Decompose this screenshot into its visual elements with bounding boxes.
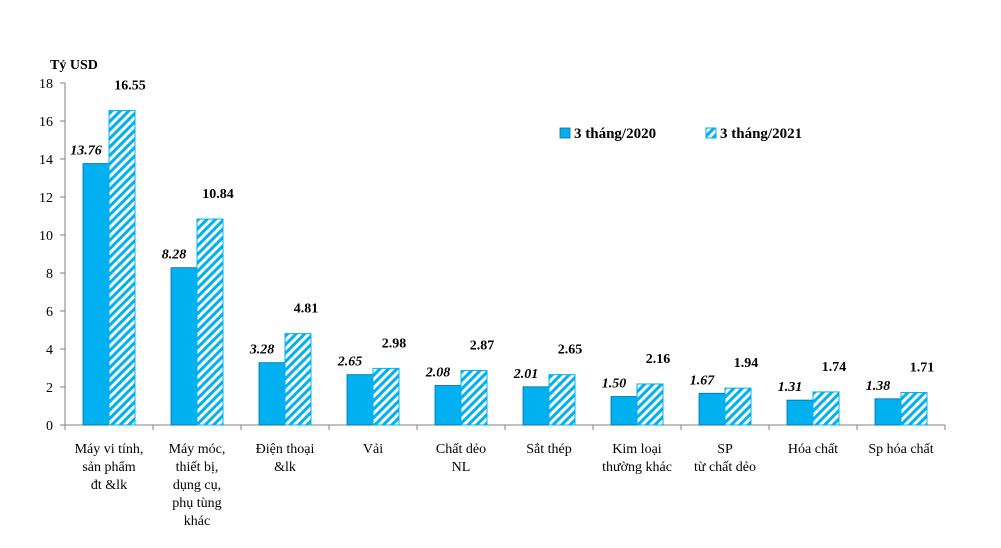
x-tick-label: Sắt thép — [526, 442, 572, 457]
bar-2021 — [548, 374, 576, 426]
bar-2020 — [874, 398, 902, 426]
bar-2021 — [812, 391, 840, 426]
data-label-2020: 13.76 — [70, 144, 102, 159]
data-label-2020: 1.31 — [778, 380, 803, 395]
data-label-2021: 16.55 — [114, 79, 146, 94]
legend-swatch-2021 — [705, 127, 717, 139]
data-label-2020: 1.67 — [690, 373, 716, 388]
legend-label-2021: 3 tháng/2021 — [720, 126, 802, 142]
y-tick-label: 16 — [39, 115, 53, 130]
x-tick-label: Chất dẻo NL — [436, 442, 486, 475]
bar-2020 — [786, 399, 814, 426]
bar-2021 — [900, 392, 928, 426]
y-tick-label: 4 — [46, 343, 53, 358]
data-label-2021: 10.84 — [202, 187, 234, 202]
bar-2021 — [196, 218, 224, 426]
x-tick-label: Máy vi tính, sản phẩm đt &lk — [75, 442, 144, 493]
data-label-2020: 2.01 — [513, 367, 539, 382]
bar-2020 — [522, 386, 550, 426]
y-tick-label: 2 — [46, 381, 53, 396]
data-label-2020: 3.28 — [249, 343, 275, 358]
chart-data-labels: 13.76 16.55 8.28 10.84 3.28 4.81 2.65 2.98 2.08 2… — [70, 79, 934, 396]
bar-2021 — [284, 333, 312, 426]
data-label-2021: 2.16 — [646, 352, 671, 367]
legend-swatch-2020 — [559, 127, 571, 139]
bar-2020 — [82, 163, 110, 426]
y-tick-label: 18 — [39, 77, 53, 92]
bar-2020 — [170, 267, 198, 426]
y-tick-label: 6 — [46, 305, 53, 320]
bar-2021 — [724, 387, 752, 426]
x-tick-label: Sp hóa chất — [868, 442, 933, 457]
x-tick-label: SP từ chất dẻo — [694, 442, 756, 475]
bar-2020 — [258, 362, 286, 426]
bar-2020 — [434, 385, 462, 426]
data-label-2021: 2.87 — [470, 338, 495, 353]
data-label-2021: 2.65 — [558, 343, 583, 358]
data-label-2020: 2.65 — [337, 355, 363, 370]
y-axis-label: Tỷ USD — [50, 58, 98, 73]
chart-bars — [82, 110, 928, 426]
y-tick-label: 14 — [39, 153, 53, 168]
x-tick-label: Vải — [363, 442, 383, 457]
bar-2021 — [372, 367, 400, 426]
data-label-2021: 4.81 — [294, 302, 319, 317]
bar-2021 — [460, 369, 488, 426]
data-label-2020: 2.08 — [425, 365, 451, 380]
y-tick-label: 10 — [39, 229, 53, 244]
bar-2021 — [636, 383, 664, 426]
data-label-2020: 1.38 — [866, 379, 891, 394]
bar-2020 — [698, 392, 726, 426]
chart-axes: 0 2 4 6 8 10 12 14 16 18 Tỷ USD Máy vi tính, sản phẩ… — [39, 58, 946, 529]
y-tick-label: 12 — [39, 191, 53, 206]
y-tick-label: 0 — [46, 419, 53, 434]
x-tick-label: Hóa chất — [788, 442, 838, 457]
x-tick-label: Kim loại thường khác — [602, 442, 672, 475]
data-label-2021: 2.98 — [382, 336, 407, 351]
y-tick-label: 8 — [46, 267, 53, 282]
data-label-2021: 1.94 — [734, 356, 759, 371]
bar-2021 — [108, 110, 136, 426]
data-label-2021: 1.71 — [910, 361, 935, 376]
legend-label-2020: 3 tháng/2020 — [574, 126, 656, 142]
data-label-2020: 1.50 — [602, 377, 627, 392]
bar-2020 — [610, 396, 638, 426]
x-tick-label: Máy móc, thiết bị, dụng cụ, phụ tùng khác — [169, 442, 226, 529]
bar-2020 — [346, 374, 374, 426]
chart-legend: 3 tháng/2020 3 tháng/2021 — [559, 126, 802, 142]
data-label-2020: 8.28 — [162, 248, 187, 263]
x-tick-label: Điện thoại &lk — [256, 442, 315, 475]
data-label-2021: 1.74 — [822, 360, 847, 375]
